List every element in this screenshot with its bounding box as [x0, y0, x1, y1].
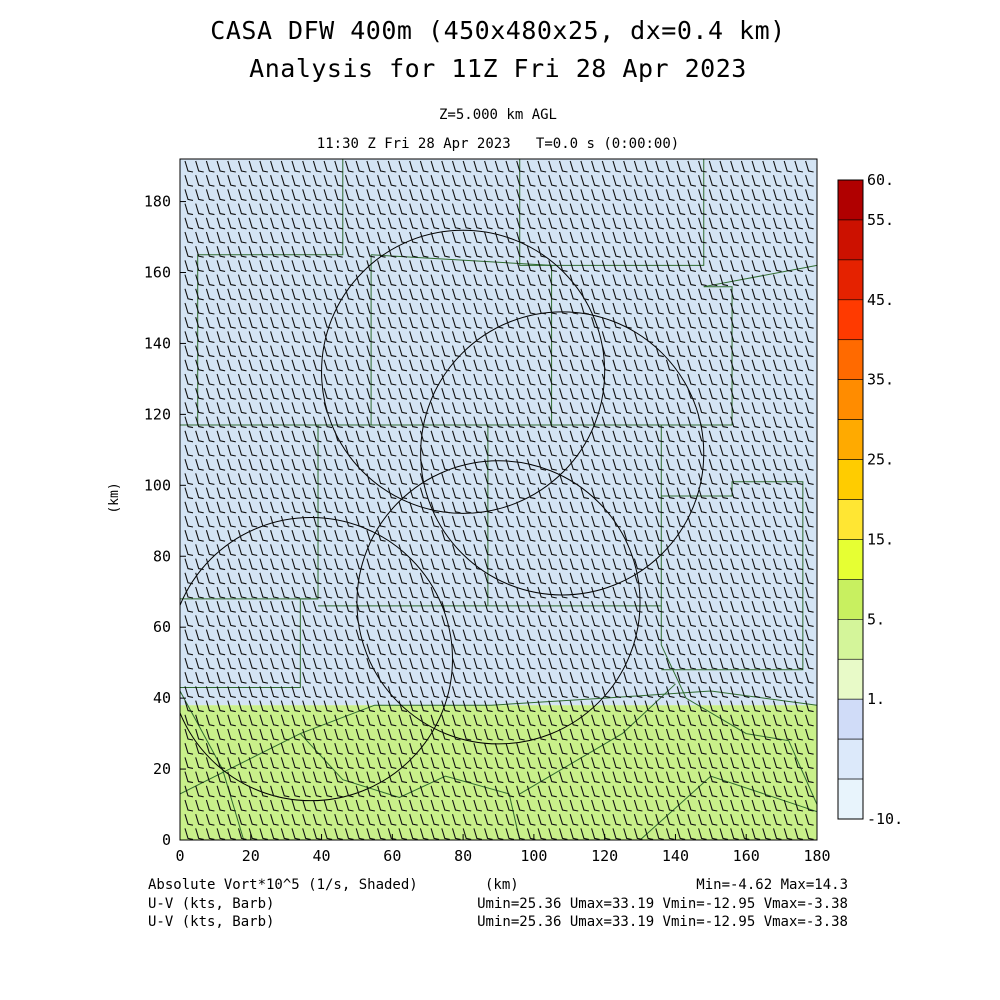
y-tick-label: 100: [144, 476, 171, 494]
colorbar-swatch: [837, 539, 864, 580]
time-label: 11:30 Z Fri 28 Apr 2023 T=0.0 s (0:00:00…: [316, 136, 680, 152]
chart-title: CASA DFW 400m (450x480x25, dx=0.4 km): [210, 16, 786, 45]
colorbar-swatch: [837, 658, 864, 700]
y-axis-label: (km): [107, 482, 122, 513]
colorbar-label: 45.: [867, 291, 894, 309]
colorbar-label: 5.: [867, 610, 885, 628]
colorbar-swatch: [837, 219, 864, 261]
colorbar-label: 1.: [867, 690, 885, 708]
y-tick-label: 60: [153, 618, 171, 636]
colorbar-swatch: [837, 738, 864, 780]
colorbar-swatch: [837, 379, 864, 420]
field-label: Absolute Vort*10^5 (1/s, Shaded): [148, 877, 418, 893]
wind-barb-field: [184, 160, 814, 840]
x-tick-label: 140: [662, 847, 689, 865]
colorbar-label: 35.: [867, 371, 894, 389]
x-tick-label: 100: [520, 847, 547, 865]
colorbar-swatch: [837, 259, 864, 301]
y-tick-label: 140: [144, 334, 171, 352]
colorbar-label: 55.: [867, 211, 894, 229]
y-tick-label: 40: [153, 689, 171, 707]
barb-stats-2: Umin=25.36 Umax=33.19 Vmin=-12.95 Vmax=-…: [477, 914, 848, 930]
colorbar-swatch: [837, 579, 864, 620]
colorbar-label: 60.: [867, 171, 894, 189]
y-tick-label: 120: [144, 405, 171, 423]
radar-range-circle: [321, 229, 606, 514]
county-boundary: [519, 683, 676, 795]
colorbar-swatch: [837, 339, 864, 380]
x-tick-label: 80: [454, 847, 472, 865]
y-tick-label: 180: [144, 193, 171, 211]
county-boundary: [180, 286, 733, 426]
y-tick-label: 0: [162, 831, 171, 849]
county-boundary: [660, 605, 817, 805]
x-tick-label: 180: [803, 847, 830, 865]
barb-stats-1: Umin=25.36 Umax=33.19 Vmin=-12.95 Vmax=-…: [477, 896, 848, 912]
y-tick-label: 80: [153, 547, 171, 565]
colorbar-swatch: [837, 499, 864, 540]
colorbar-swatch: [837, 778, 864, 820]
level-label: Z=5.000 km AGL: [438, 107, 557, 123]
colorbar-swatch: [837, 419, 864, 460]
y-tick-label: 160: [144, 264, 171, 282]
x-tick-label: 60: [383, 847, 401, 865]
colorbar-label: 25.: [867, 451, 894, 469]
plot-frame: [179, 158, 818, 841]
county-boundary: [371, 254, 553, 426]
minmax-label: Min=-4.62 Max=14.3: [696, 877, 848, 893]
county-boundary: [180, 598, 319, 688]
barb-label-1: U-V (kts, Barb): [148, 896, 275, 912]
x-axis-label: (km): [485, 877, 519, 893]
x-tick-label: 160: [733, 847, 760, 865]
colorbar-swatch: [837, 698, 864, 740]
county-boundary: [487, 425, 662, 607]
county-boundary: [299, 733, 521, 840]
barb-label-2: U-V (kts, Barb): [148, 914, 275, 930]
chart-subtitle: Analysis for 11Z Fri 28 Apr 2023: [249, 54, 747, 83]
x-tick-label: 40: [313, 847, 331, 865]
colorbar-swatch: [837, 179, 864, 221]
y-tick-label: 20: [153, 760, 171, 778]
colorbar-swatch: [837, 299, 864, 341]
colorbar-label: 15.: [867, 530, 894, 548]
colorbar-swatch: [837, 459, 864, 500]
colorbar-frame: [837, 179, 864, 820]
colorbar-swatch: [837, 619, 864, 660]
x-tick-label: 120: [591, 847, 618, 865]
x-tick-label: 0: [175, 847, 184, 865]
colorbar-label: -10.: [867, 810, 903, 828]
x-tick-label: 20: [242, 847, 260, 865]
county-boundary: [661, 481, 804, 671]
